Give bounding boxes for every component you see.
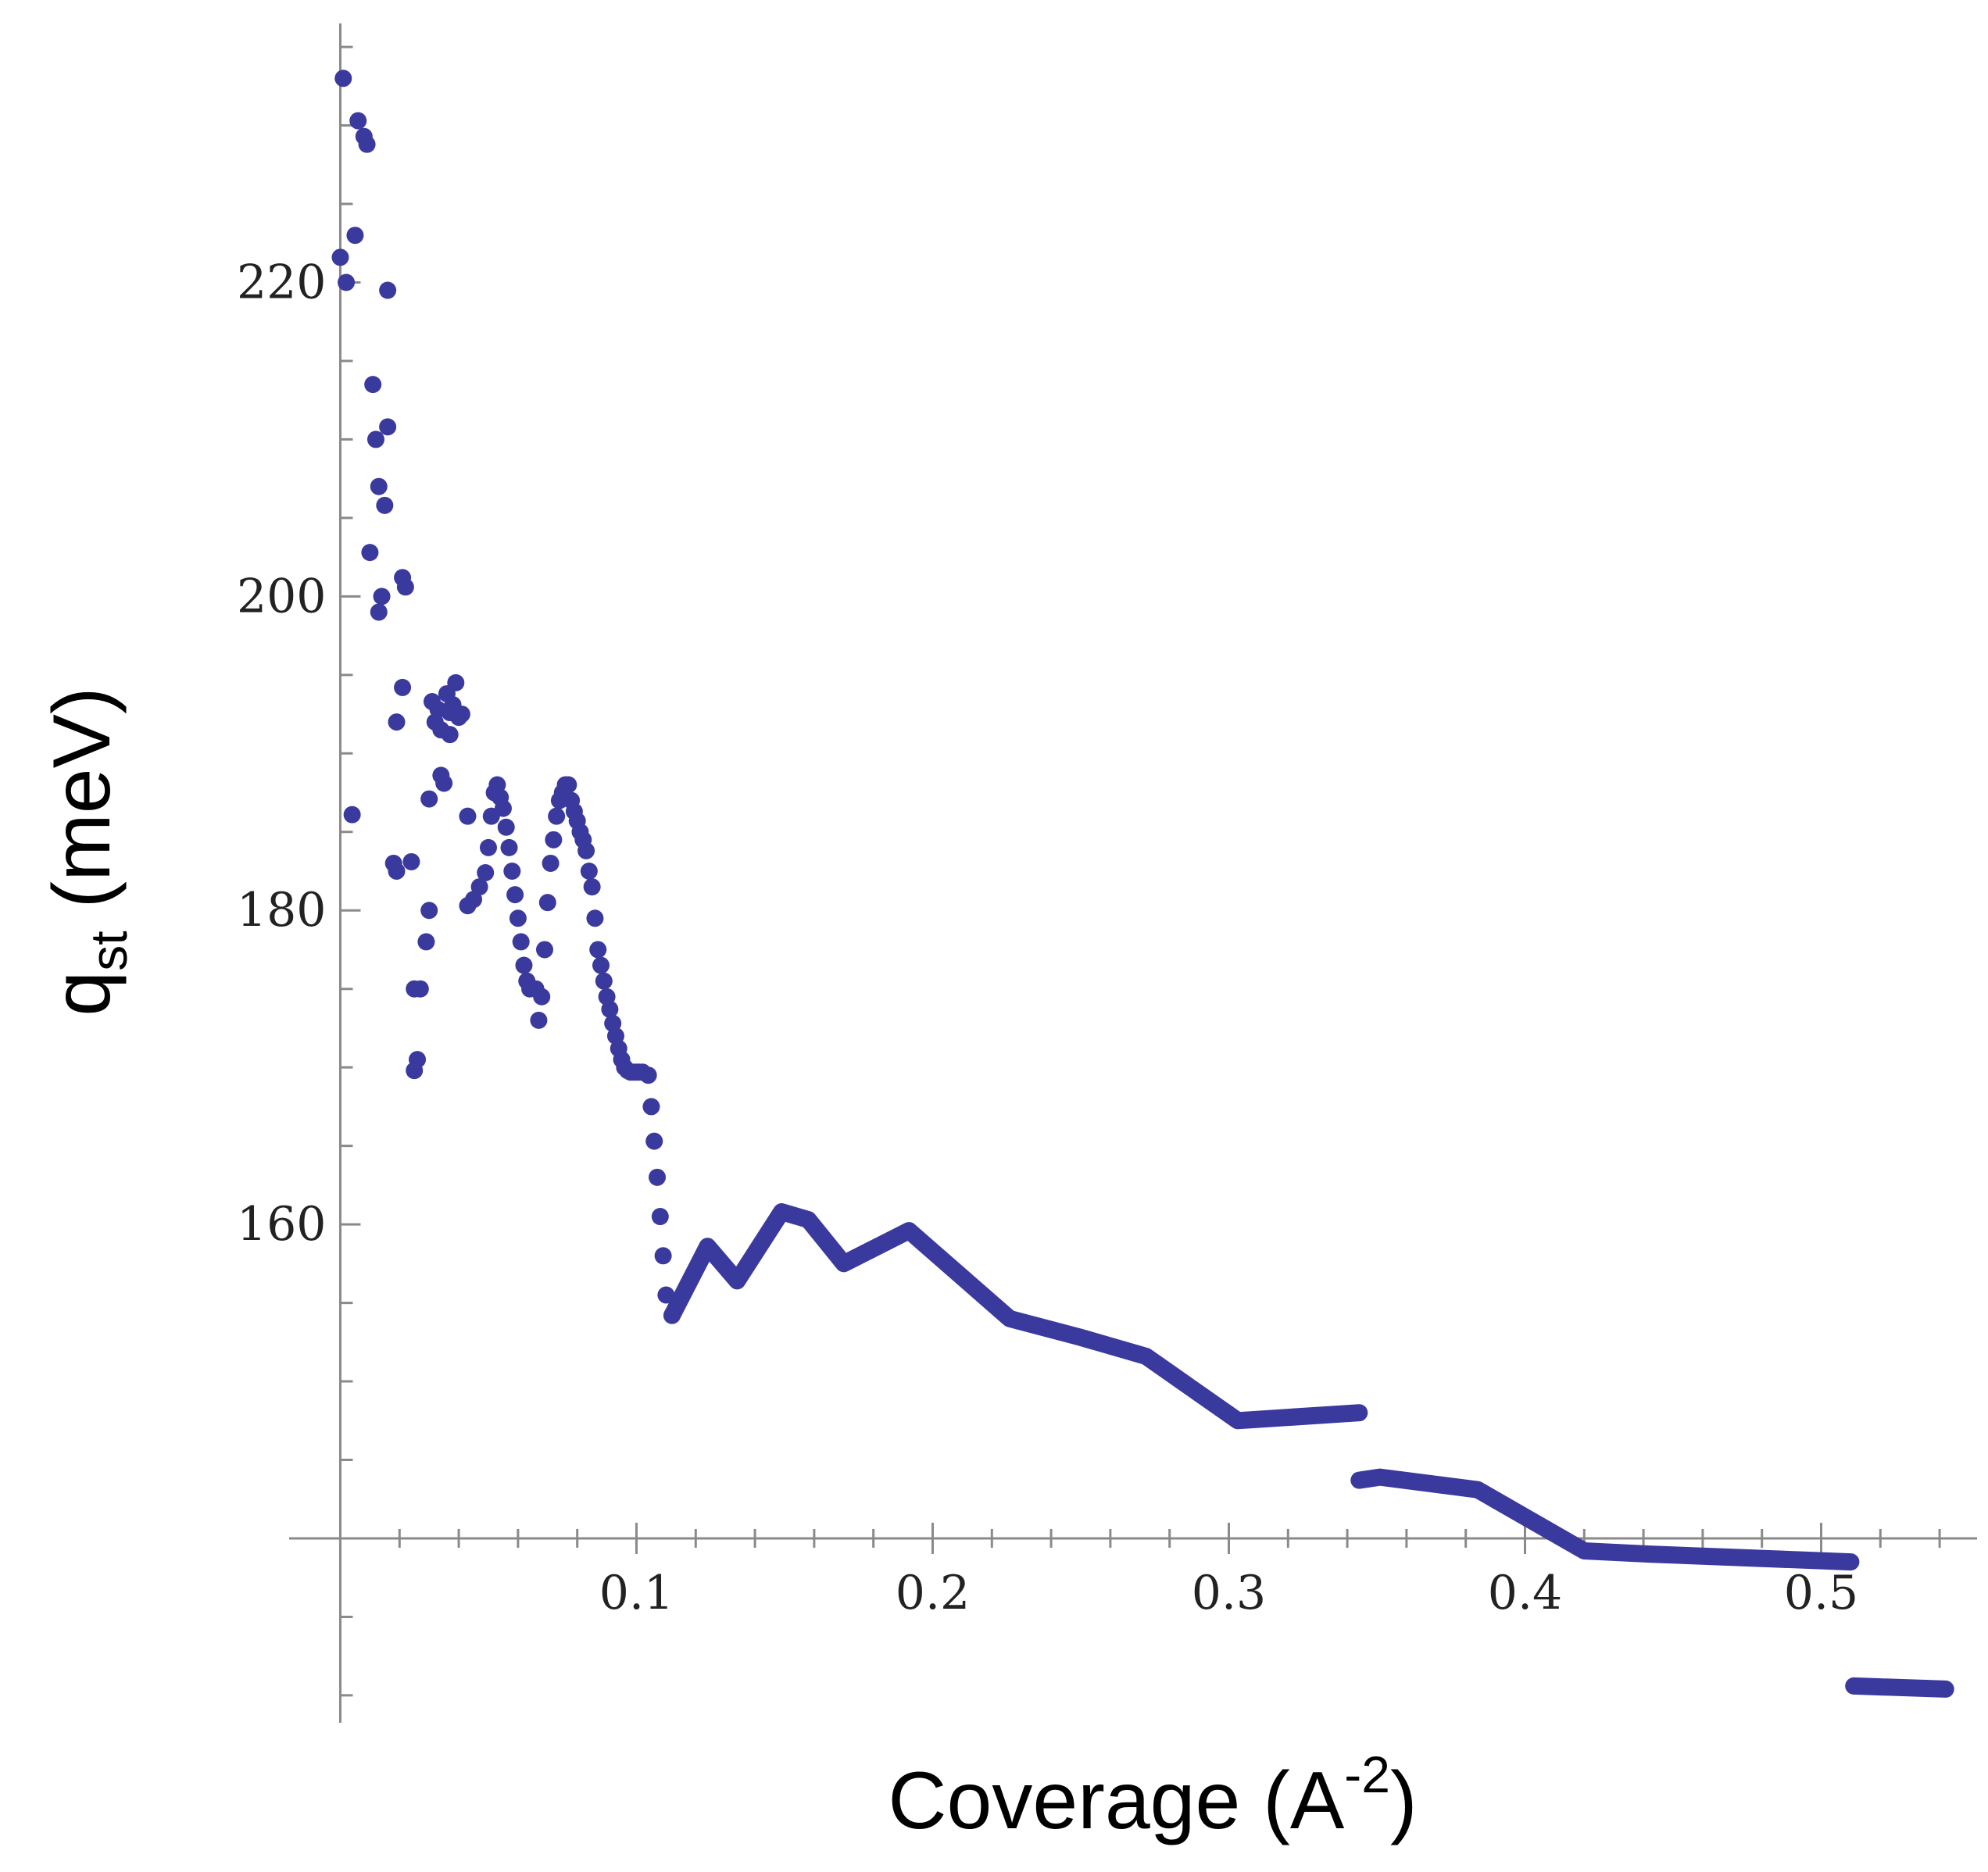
data-point bbox=[420, 902, 438, 920]
series-points bbox=[331, 70, 681, 1324]
series-line bbox=[1845, 1677, 1954, 1698]
data-point bbox=[406, 1062, 424, 1080]
data-point bbox=[577, 841, 595, 859]
y-axis-title-main: q bbox=[37, 971, 127, 1016]
data-point bbox=[589, 941, 607, 959]
data-point bbox=[592, 956, 610, 974]
data-point bbox=[654, 1247, 672, 1265]
x-tick-label: 0.4 bbox=[1488, 1566, 1562, 1620]
data-point bbox=[548, 807, 566, 825]
data-point bbox=[343, 806, 361, 823]
data-point bbox=[663, 1306, 681, 1324]
data-point bbox=[545, 831, 563, 848]
y-tick-label: 180 bbox=[237, 883, 327, 938]
data-point bbox=[535, 941, 553, 959]
data-point bbox=[586, 909, 604, 927]
data-point bbox=[649, 1168, 667, 1186]
y-tick-label: 200 bbox=[237, 569, 327, 623]
data-point bbox=[500, 838, 518, 856]
data-point bbox=[506, 886, 524, 904]
data-point bbox=[530, 1011, 548, 1029]
data-point bbox=[580, 863, 598, 880]
data-point bbox=[642, 1098, 660, 1116]
data-point bbox=[388, 713, 406, 731]
x-axis-title: Coverage (A-2) bbox=[888, 1745, 1417, 1846]
data-point bbox=[560, 776, 577, 794]
data-point bbox=[459, 807, 477, 825]
data-point bbox=[396, 578, 414, 596]
data-point bbox=[477, 864, 495, 882]
data-point bbox=[639, 1066, 657, 1084]
y-axis-title-end: (meV) bbox=[37, 687, 127, 931]
y-axis-title-subscript: st bbox=[80, 931, 138, 970]
data-point bbox=[583, 878, 601, 896]
x-tick-label: 0.1 bbox=[599, 1566, 674, 1620]
y-axis-title: qst (meV) bbox=[37, 687, 138, 1016]
data-point bbox=[509, 909, 527, 927]
data-point bbox=[334, 70, 352, 88]
data-point bbox=[366, 430, 384, 448]
data-point bbox=[358, 135, 376, 153]
x-tick-label: 0.3 bbox=[1192, 1566, 1266, 1620]
data-point bbox=[595, 972, 613, 990]
data-point bbox=[533, 988, 551, 1006]
series-line bbox=[1350, 1468, 1860, 1571]
data-point bbox=[376, 496, 394, 514]
data-point bbox=[651, 1208, 669, 1226]
data-point bbox=[349, 112, 367, 130]
data-point bbox=[479, 838, 497, 856]
data-point bbox=[361, 544, 379, 562]
data-point bbox=[494, 799, 512, 817]
x-tick-label: 0.2 bbox=[896, 1566, 970, 1620]
x-axis-title-main: Coverage (A bbox=[888, 1756, 1344, 1846]
axes bbox=[289, 23, 1977, 1723]
data-point bbox=[420, 790, 438, 808]
data-point bbox=[441, 726, 459, 744]
data-point bbox=[503, 863, 521, 880]
data-point bbox=[441, 704, 459, 722]
data-point bbox=[538, 894, 556, 912]
data-point bbox=[373, 588, 391, 606]
data-point bbox=[470, 878, 488, 896]
data-point bbox=[645, 1132, 663, 1150]
data-point bbox=[515, 956, 533, 974]
data-point bbox=[338, 273, 356, 291]
x-axis-title-superscript: -2 bbox=[1344, 1745, 1390, 1803]
series-line bbox=[663, 1203, 1368, 1430]
y-ticks: 160 180 200 220 bbox=[237, 45, 361, 1697]
data-point bbox=[542, 854, 560, 872]
data-point bbox=[417, 933, 435, 951]
data-point bbox=[364, 376, 382, 394]
data-point bbox=[370, 603, 388, 621]
data-point bbox=[331, 248, 349, 266]
x-tick-label: 0.5 bbox=[1784, 1566, 1858, 1620]
data-point bbox=[512, 933, 530, 951]
data-point bbox=[435, 774, 453, 792]
x-axis-title-end: ) bbox=[1390, 1756, 1418, 1846]
data-point bbox=[601, 1000, 619, 1018]
data-point bbox=[388, 863, 406, 880]
data-point bbox=[379, 418, 397, 436]
data-point bbox=[379, 281, 397, 299]
data-point bbox=[411, 980, 429, 998]
series-lines bbox=[663, 1203, 1954, 1698]
y-tick-label: 220 bbox=[237, 255, 327, 309]
y-tick-label: 160 bbox=[237, 1197, 327, 1252]
data-point bbox=[657, 1286, 675, 1304]
data-point bbox=[497, 818, 515, 836]
data-point bbox=[346, 227, 364, 245]
data-point bbox=[394, 678, 412, 696]
data-point bbox=[447, 673, 465, 691]
data-point bbox=[370, 477, 388, 495]
data-point bbox=[402, 852, 420, 870]
